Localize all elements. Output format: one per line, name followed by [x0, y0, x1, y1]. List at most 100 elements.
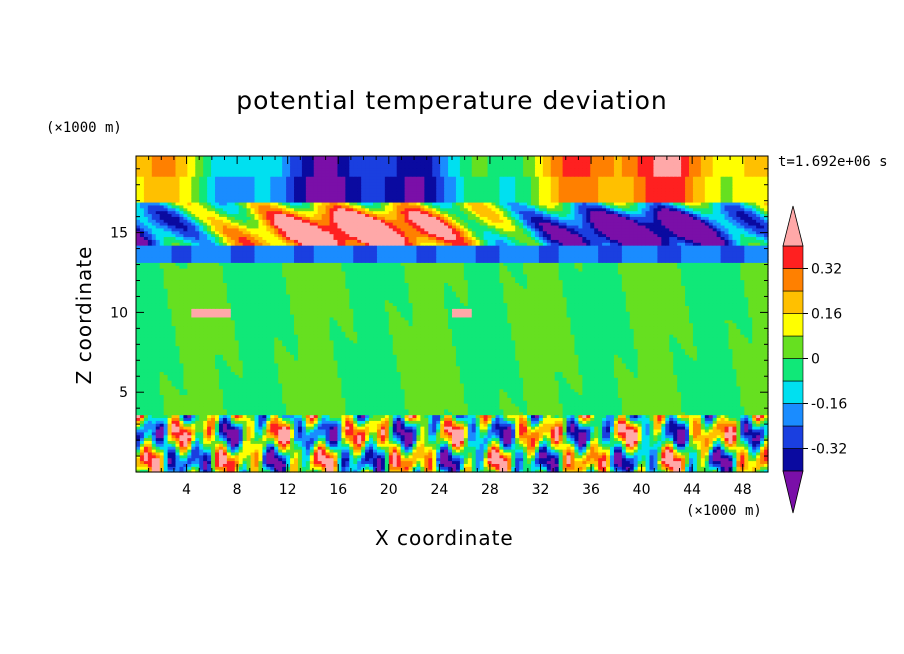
contour-cell — [515, 434, 520, 439]
contour-cell — [432, 443, 437, 447]
contour-cell — [250, 417, 256, 421]
contour-cell — [673, 394, 678, 398]
contour-cell — [665, 437, 670, 441]
contour-cell — [353, 469, 358, 473]
contour-cell — [337, 403, 342, 407]
contour-cell — [637, 449, 643, 453]
contour-cell — [550, 437, 556, 441]
contour-cell — [744, 426, 749, 430]
contour-cell — [558, 443, 564, 447]
contour-cell — [341, 451, 346, 456]
contour-cell — [242, 403, 248, 407]
contour-cell — [716, 405, 722, 410]
contour-cell — [467, 394, 473, 398]
contour-cell — [396, 417, 402, 421]
contour-cell — [724, 437, 730, 441]
contour-cell — [408, 408, 414, 413]
contour-cell — [566, 460, 572, 464]
contour-cell — [337, 440, 342, 444]
contour-cell — [704, 403, 710, 407]
contour-cell — [436, 414, 441, 419]
contour-cell — [712, 414, 718, 419]
contour-cell — [313, 469, 319, 473]
contour-cell — [700, 446, 706, 450]
contour-cell — [527, 457, 532, 462]
contour-cell — [669, 440, 674, 444]
contour-cell — [408, 414, 414, 419]
contour-cell — [562, 426, 568, 430]
contour-cell — [305, 437, 311, 441]
contour-cell — [396, 411, 402, 416]
contour-cell — [657, 420, 662, 424]
contour-cell — [594, 440, 599, 444]
contour-cell — [448, 385, 453, 390]
contour-cell — [681, 420, 686, 424]
contour-cell — [625, 469, 631, 473]
contour-cell — [692, 457, 698, 462]
contour-cell — [167, 411, 173, 416]
contour-cell — [155, 385, 161, 390]
contour-cell — [388, 466, 394, 470]
contour-cell — [760, 423, 765, 427]
contour-cell — [590, 394, 595, 398]
contour-cell — [313, 385, 319, 390]
contour-cell — [203, 446, 208, 450]
contour-cell — [384, 403, 390, 407]
contour-cell — [270, 431, 275, 436]
contour-cell — [317, 403, 323, 407]
contour-cell — [400, 391, 406, 396]
contour-cell — [570, 391, 576, 396]
contour-cell — [136, 411, 141, 416]
contour-cell — [139, 400, 145, 404]
contour-cell — [226, 449, 232, 453]
contour-cell — [673, 420, 678, 424]
contour-cell — [191, 431, 196, 436]
contour-cell — [420, 437, 425, 441]
contour-cell — [432, 457, 437, 462]
contour-cell — [412, 463, 418, 467]
contour-cell — [689, 443, 694, 447]
contour-cell — [183, 463, 188, 467]
contour-cell — [432, 451, 437, 456]
contour-cell — [613, 434, 619, 439]
contour-cell — [736, 420, 741, 424]
contour-cell — [487, 428, 493, 433]
contour-cell — [613, 408, 619, 413]
contour-cell — [139, 385, 145, 390]
contour-cell — [689, 417, 694, 421]
contour-cell — [511, 428, 516, 433]
contour-cell — [471, 414, 477, 419]
contour-cell — [297, 385, 303, 390]
contour-cell — [744, 431, 749, 436]
contour-cell — [621, 457, 627, 462]
contour-cell — [317, 391, 323, 396]
contour-cell — [574, 391, 579, 396]
contour-cell — [297, 394, 303, 398]
contour-cell — [613, 400, 619, 404]
contour-cell — [554, 397, 560, 401]
contour-cell — [590, 385, 595, 390]
contour-cell — [511, 440, 516, 444]
contour-cell — [329, 454, 335, 459]
contour-cell — [380, 437, 386, 441]
contour-cell — [242, 423, 248, 427]
contour-cell — [511, 382, 516, 387]
contour-cell — [258, 457, 263, 462]
contour-cell — [562, 431, 568, 436]
contour-cell — [467, 423, 473, 427]
contour-cell — [590, 457, 595, 462]
contour-cell — [724, 411, 730, 416]
contour-cell — [230, 469, 236, 473]
contour-cell — [570, 469, 576, 473]
contour-cell — [633, 394, 639, 398]
contour-cell — [388, 446, 394, 450]
contour-cell — [325, 420, 331, 424]
contour-cell — [297, 460, 303, 464]
contour-cell — [602, 443, 607, 447]
contour-cell — [495, 469, 500, 473]
contour-cell — [400, 423, 406, 427]
contour-cell — [689, 405, 694, 410]
contour-cell — [270, 405, 275, 410]
contour-cell — [736, 451, 741, 456]
contour-cell — [234, 417, 240, 421]
